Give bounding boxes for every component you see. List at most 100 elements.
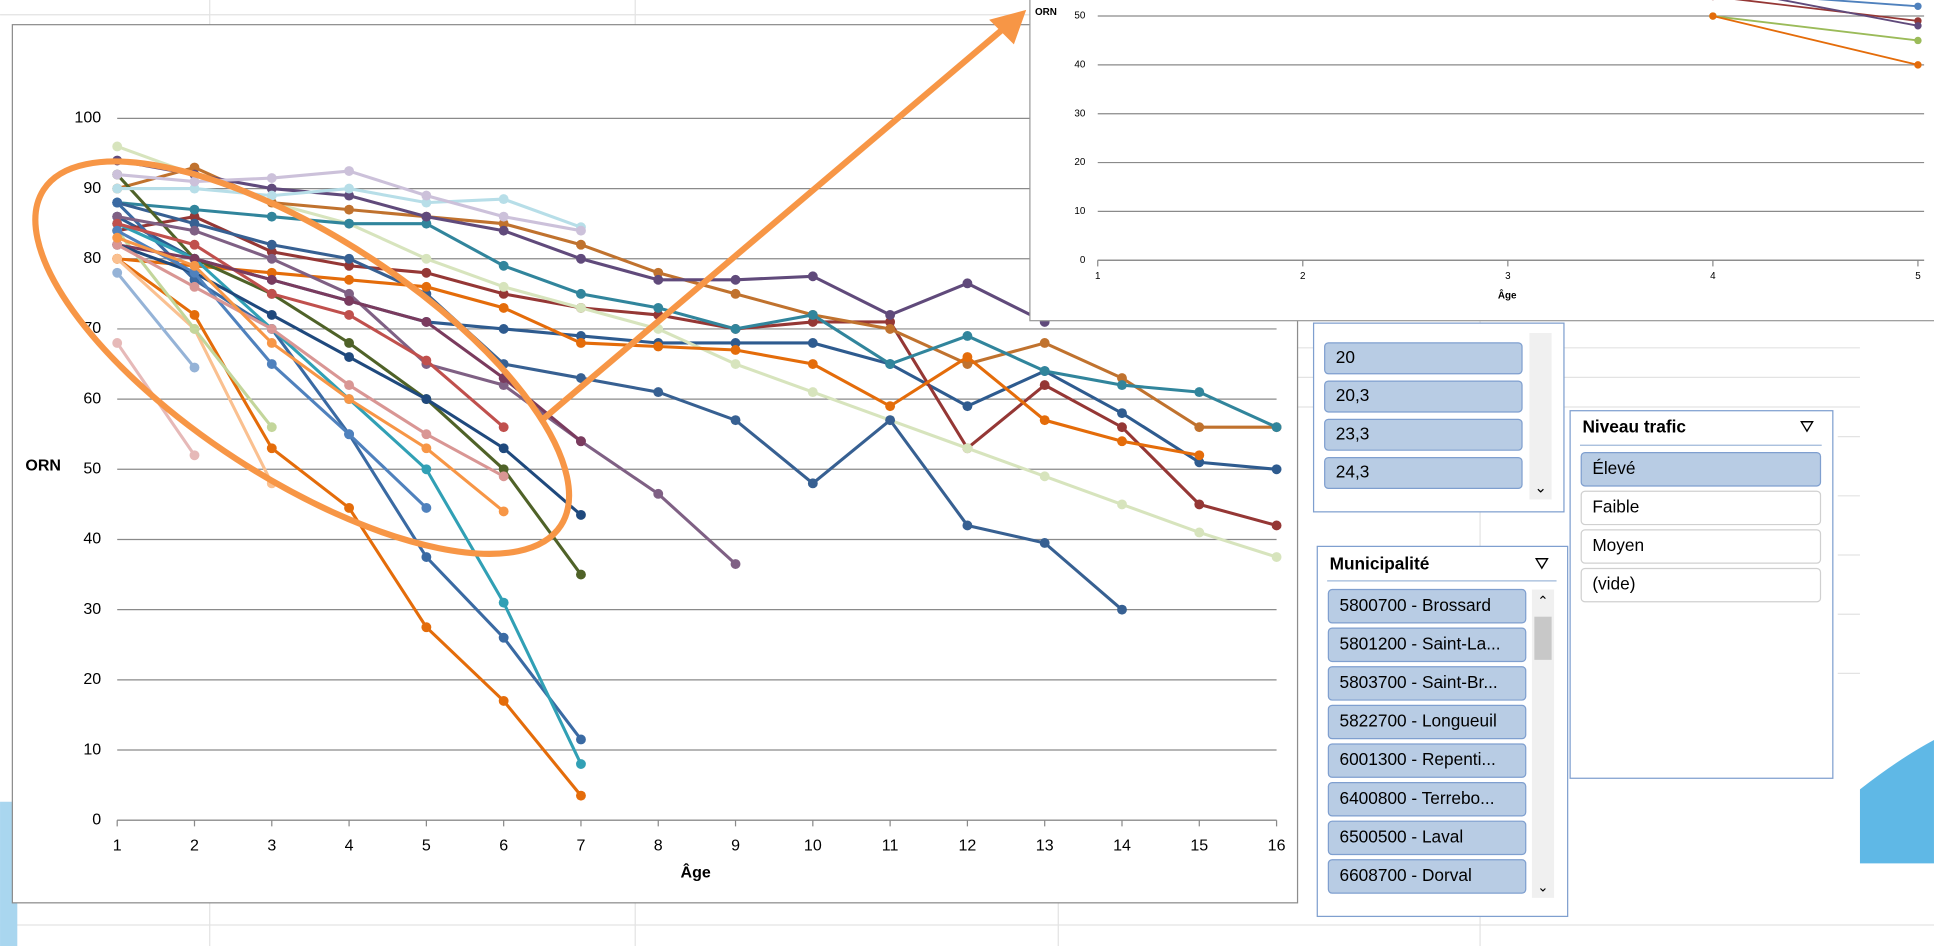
point: [885, 316, 896, 327]
point: [653, 387, 664, 398]
point: [1914, 22, 1922, 30]
y-tick-label: 20: [83, 670, 101, 688]
slicer-item-label[interactable]: Élevé: [1592, 458, 1635, 478]
slicer-item[interactable]: [1327, 859, 1527, 894]
x-tick-label: 14: [1113, 836, 1131, 854]
point: [1271, 422, 1282, 433]
x-tick-label: 9: [731, 836, 740, 854]
scroll-down[interactable]: ⌄: [1534, 480, 1546, 496]
slicer-item[interactable]: [1324, 380, 1523, 413]
point: [498, 464, 509, 475]
point: [885, 401, 896, 412]
point: [112, 338, 123, 348]
slicer-item-label[interactable]: (vide): [1592, 574, 1635, 594]
slicer-item-label[interactable]: 20,3: [1336, 385, 1370, 405]
slicer-item-label[interactable]: 20: [1336, 347, 1355, 367]
point: [576, 288, 586, 299]
slicer-item[interactable]: [1327, 627, 1527, 663]
slicer-item[interactable]: [1327, 820, 1527, 856]
x-tick-label: 2: [1300, 271, 1305, 282]
point: [1117, 408, 1127, 419]
slicer-item-label[interactable]: 5801200 - Saint-La...: [1339, 633, 1500, 653]
point: [962, 352, 973, 362]
scroll-down[interactable]: ⌄: [1537, 880, 1548, 895]
slicer-item-label[interactable]: 5803700 - Saint-Br...: [1339, 672, 1497, 692]
x-tick-label: 2: [190, 836, 199, 854]
slicer-item-label[interactable]: Moyen: [1592, 535, 1644, 555]
series-line: [1777, 0, 1919, 27]
point: [344, 380, 355, 391]
point: [189, 281, 200, 292]
x-tick-label: 15: [1190, 836, 1208, 854]
point: [421, 218, 432, 229]
slicer-item[interactable]: [1327, 743, 1527, 778]
x-tick-label: 3: [1505, 271, 1511, 282]
slicer-item[interactable]: [1580, 490, 1822, 526]
point: [421, 281, 432, 292]
point: [962, 331, 973, 341]
slicer-item-label[interactable]: 6608700 - Dorval: [1339, 865, 1471, 885]
slicer-item-label[interactable]: 6001300 - Repenti...: [1339, 749, 1495, 769]
point: [498, 471, 509, 482]
point: [421, 197, 432, 208]
scrollbar[interactable]: [1529, 333, 1552, 500]
slicer-item[interactable]: [1327, 781, 1527, 817]
point: [344, 429, 355, 440]
point: [576, 759, 586, 769]
point: [498, 324, 509, 334]
arrow-head: [989, 9, 1027, 45]
point: [189, 162, 200, 173]
point: [576, 790, 586, 801]
slicer-item-label[interactable]: 6400800 - Terrebo...: [1339, 788, 1494, 808]
series-group: [1709, 0, 1922, 69]
slicer-item[interactable]: [1327, 666, 1527, 701]
scroll-up[interactable]: ⌃: [1537, 593, 1548, 608]
inset-chart: 0 10 20 30 40 50 1 2 3 4 5: [1074, 0, 1925, 282]
slicer-item[interactable]: [1327, 704, 1527, 740]
inset-y-axis-label: ORN: [1035, 7, 1057, 18]
point: [421, 394, 432, 405]
point: [112, 218, 123, 229]
slicer-item[interactable]: [1324, 342, 1523, 375]
point: [266, 274, 277, 285]
series-line: [116, 165, 1277, 429]
point: [730, 338, 741, 348]
y-tick-label: 10: [1074, 206, 1085, 217]
point: [266, 309, 277, 320]
slicer-item-label[interactable]: 5800700 - Brossard: [1339, 595, 1491, 615]
point: [1914, 2, 1922, 10]
scrollbar[interactable]: [1531, 589, 1555, 898]
point: [189, 218, 200, 229]
slicer-item[interactable]: [1324, 456, 1523, 490]
point: [421, 429, 432, 440]
scroll-thumb[interactable]: [1534, 616, 1552, 660]
slicer-item[interactable]: [1580, 452, 1822, 487]
slicer-item[interactable]: [1580, 567, 1822, 603]
slicer-item[interactable]: [1580, 529, 1822, 564]
slicer-item[interactable]: [1324, 418, 1523, 451]
point: [576, 239, 586, 250]
point: [730, 324, 741, 334]
point: [421, 211, 432, 222]
point: [344, 295, 355, 306]
point: [962, 401, 973, 412]
slicer-item-label[interactable]: 24,3: [1336, 462, 1370, 482]
point: [112, 141, 123, 152]
slicer-item-label[interactable]: 5822700 - Longueuil: [1339, 711, 1496, 731]
point: [421, 267, 432, 278]
point: [189, 324, 200, 334]
series-line: [116, 145, 1278, 559]
slicer-item-label[interactable]: Faible: [1592, 496, 1639, 516]
series-line: [116, 201, 1124, 611]
slicer-item[interactable]: [1327, 588, 1527, 624]
point: [266, 267, 277, 278]
point: [730, 559, 741, 569]
slicer-items: 20 20,3 23,3 24,3: [1324, 342, 1523, 490]
clear-filter[interactable]: ⛛: [1535, 553, 1550, 573]
point: [576, 225, 586, 236]
clear-filter[interactable]: ⛛: [1800, 417, 1815, 437]
slicer-item-label[interactable]: 23,3: [1336, 423, 1370, 443]
slicer-item-label[interactable]: 6500500 - Laval: [1339, 826, 1463, 846]
point: [344, 190, 355, 201]
